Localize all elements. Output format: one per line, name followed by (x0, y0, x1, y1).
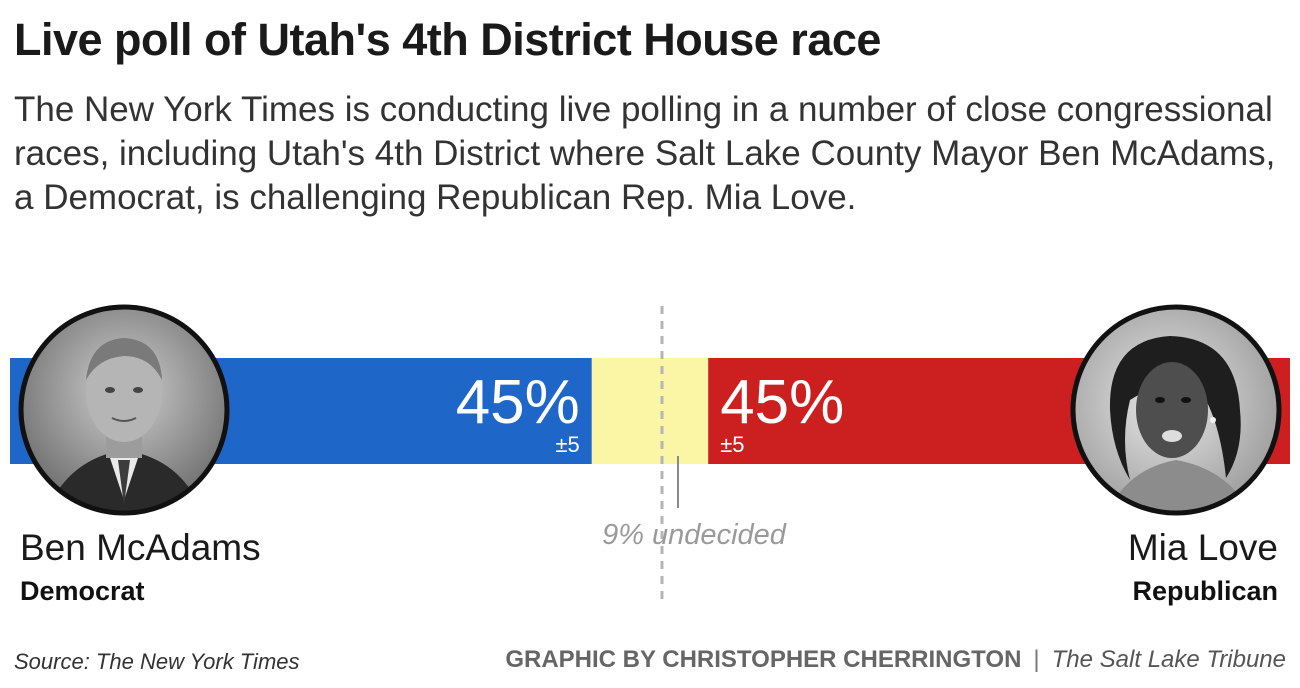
left-candidate-name: Ben McAdams (20, 527, 261, 568)
ben-mcadams-portrait (18, 304, 230, 516)
love-percent-label: 45% (720, 368, 844, 437)
right-candidate-name: Mia Love (1127, 527, 1278, 568)
mcadams-margin-of-error: ±5 (555, 432, 579, 457)
poll-bar-chart: 45% ±5 45% ±5 9% undecided (10, 304, 1290, 604)
mcadams-percent-label: 45% (456, 368, 580, 437)
chart-title: Live poll of Utah's 4th District House r… (14, 14, 881, 65)
source-note: Source: The New York Times (14, 649, 300, 674)
left-candidate-party: Democrat (20, 576, 145, 606)
credit-separator: | (1033, 646, 1040, 673)
bar-segment-undecided (591, 358, 709, 464)
love-margin-of-error: ±5 (720, 432, 744, 457)
right-candidate-party: Republican (1132, 576, 1278, 606)
publication-name: The Salt Lake Tribune (1051, 646, 1286, 673)
mia-love-portrait (1070, 304, 1282, 516)
chart-subtitle: The New York Times is conducting live po… (14, 90, 1276, 217)
graphic-byline: GRAPHIC BY CHRISTOPHER CHERRINGTON (505, 646, 1022, 673)
undecided-label: 9% undecided (602, 519, 787, 551)
credit-line: GRAPHIC BY CHRISTOPHER CHERRINGTON | The S… (505, 646, 1286, 674)
